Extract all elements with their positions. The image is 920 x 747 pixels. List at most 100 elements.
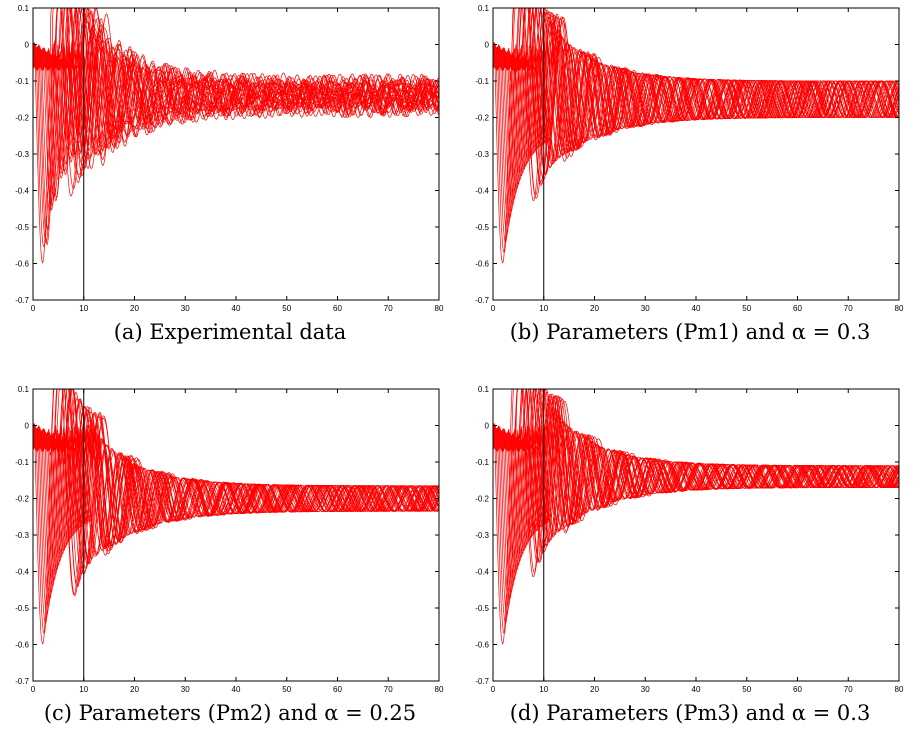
- chart-panel-c: 0.1 0 -0.1 -0.2 -0.3 -0.4 -0.5 -0.6 -0.7 0 10 20 30 4…: [0, 381, 460, 747]
- chart-b-plot: 0.10-0.1-0.2-0.3-0.4-0.5-0.6-0.70 10 20 30 4…: [475, 4, 904, 313]
- chart-b-series-line: [492, 13, 900, 152]
- chart-c-xtick-label: 0: [31, 685, 36, 694]
- chart-a-series-line: [32, 8, 440, 153]
- chart-b-xtick-label: 70: [844, 304, 853, 313]
- chart-c-series-line: [32, 392, 440, 560]
- chart-b-series-group: [492, 7, 900, 264]
- chart-a-xtick-label: 80: [435, 304, 444, 313]
- chart-c-ytick-label: -0.3: [15, 531, 29, 540]
- chart-a-series-line: [32, 18, 440, 144]
- chart-c-ytick-label: -0.1: [15, 458, 29, 467]
- chart-c-ytick-label: 0: [25, 422, 30, 431]
- chart-c-xtick-label: 30: [181, 685, 190, 694]
- chart-b-xtick-label: 50: [742, 304, 751, 313]
- chart-c-xtick-label: 80: [435, 685, 444, 694]
- chart-b-xtick-label: 20: [590, 304, 599, 313]
- chart-d-ytick-label: 0.1: [478, 385, 490, 394]
- chart-a-xtick-label: 0: [31, 304, 36, 313]
- chart-c-ytick-label: -0.5: [15, 604, 29, 613]
- chart-c-xtick-label: 70: [384, 685, 393, 694]
- chart-d-series-line: [492, 394, 900, 533]
- chart-a-xtick-label: 40: [232, 304, 241, 313]
- chart-a-series-line: [32, 7, 440, 153]
- chart-d-ytick-label: -0.2: [475, 495, 489, 504]
- chart-b-caption: (b) Parameters (Pm1) and α = 0.3: [509, 320, 871, 344]
- chart-a-ytick-label: -0.2: [15, 114, 29, 123]
- chart-d-xtick-label: 30: [641, 685, 650, 694]
- chart-b-series-line: [492, 9, 900, 156]
- chart-panel-d: 0.1 0 -0.1 -0.2 -0.3 -0.4 -0.5 -0.6 -0.7 0 10 20 30 4…: [460, 381, 920, 747]
- chart-b-ytick-label: -0.1: [475, 77, 489, 86]
- chart-c-series-line: [32, 411, 440, 545]
- chart-a-xtick-label: 70: [384, 304, 393, 313]
- chart-b-series-line: [492, 16, 900, 150]
- chart-b-ytick-label: 0: [485, 41, 490, 50]
- chart-d-series-line: [492, 400, 900, 522]
- chart-d-xtick-label: 60: [793, 685, 802, 694]
- chart-a-ytick-label: 0: [25, 41, 30, 50]
- chart-a-ytick-label: 0.1: [18, 4, 30, 13]
- chart-d-xtick-label: 70: [844, 685, 853, 694]
- chart-a-xtick-label: 30: [181, 304, 190, 313]
- chart-a-series-line: [32, 7, 440, 176]
- chart-c-plot: 0.10-0.1-0.2-0.3-0.4-0.5-0.6-0.70 10 20 30 4…: [15, 385, 444, 694]
- chart-a-series-line: [32, 18, 440, 147]
- chart-d-caption: (d) Parameters (Pm3) and α = 0.3: [509, 701, 871, 725]
- chart-a-series-line: [32, 19, 440, 155]
- chart-a-series-group: [32, 7, 440, 264]
- chart-c-series-line: [32, 415, 440, 544]
- chart-b-series-line: [492, 14, 900, 152]
- chart-b-ytick-label: -0.3: [475, 150, 489, 159]
- chart-b-ytick-label: -0.7: [475, 296, 489, 305]
- chart-b-xtick-label: 60: [793, 304, 802, 313]
- chart-c-caption: (c) Parameters (Pm2) and α = 0.25: [43, 701, 417, 725]
- chart-d-ytick-label: -0.5: [475, 604, 489, 613]
- chart-d-plot: 0.10-0.1-0.2-0.3-0.4-0.5-0.6-0.70 10 20 30 4…: [475, 385, 904, 694]
- chart-d-series-line: [492, 396, 900, 526]
- chart-panel-a: 0.1 0 -0.1 -0.2 -0.3 -0.4 -0.5 -0.6 -0.7 0 10 20 30 4…: [0, 0, 460, 366]
- chart-b-xtick-label: 40: [692, 304, 701, 313]
- chart-d-ytick-label: -0.4: [475, 568, 489, 577]
- chart-a-ytick-label: -0.7: [15, 296, 29, 305]
- chart-a-ytick-label: -0.4: [15, 187, 29, 196]
- chart-b-xtick-label: 30: [641, 304, 650, 313]
- chart-c-series-line: [32, 413, 440, 545]
- chart-c-ytick-label: -0.4: [15, 568, 29, 577]
- chart-panel-b: 0.1 0 -0.1 -0.2 -0.3 -0.4 -0.5 -0.6 -0.7 0 10 20 30 4…: [460, 0, 920, 366]
- chart-a-series-line: [32, 13, 440, 151]
- chart-b-ytick-label: -0.2: [475, 114, 489, 123]
- chart-a-series-line: [32, 7, 439, 175]
- chart-b-ytick-label: -0.5: [475, 223, 489, 232]
- chart-d-series-line: [492, 398, 900, 523]
- chart-c-ytick-label: -0.7: [15, 677, 29, 686]
- chart-d-xtick-label: 80: [895, 685, 904, 694]
- chart-c-xtick-label: 10: [79, 685, 88, 694]
- chart-d-ytick-label: 0: [485, 422, 490, 431]
- chart-d-xtick-label: 0: [491, 685, 496, 694]
- chart-b-series-line: [492, 15, 900, 152]
- chart-a-xtick-label: 50: [282, 304, 291, 313]
- chart-c-series-line: [32, 411, 440, 547]
- chart-d-series-line: [492, 388, 900, 537]
- chart-a-ytick-label: -0.3: [15, 150, 29, 159]
- chart-a-caption: (a) Experimental data: [113, 320, 347, 344]
- chart-d-xtick-label: 20: [590, 685, 599, 694]
- chart-a-xtick-label: 20: [130, 304, 139, 313]
- chart-c-ytick-label: 0.1: [18, 385, 30, 394]
- chart-d-series-line: [492, 396, 900, 529]
- chart-d-series-line: [492, 395, 900, 528]
- chart-c-ytick-label: -0.6: [15, 641, 29, 650]
- chart-a-xtick-label: 10: [79, 304, 88, 313]
- chart-a-xtick-label: 60: [333, 304, 342, 313]
- chart-b-series-line: [492, 16, 900, 150]
- chart-d-ytick-label: -0.1: [475, 458, 489, 467]
- chart-a-series-line: [32, 7, 440, 264]
- chart-d-xtick-label: 40: [692, 685, 701, 694]
- chart-b-ytick-label: -0.6: [475, 260, 489, 269]
- chart-c-series-group: [32, 388, 440, 645]
- chart-c-series-line: [32, 412, 440, 546]
- chart-d-xtick-label: 50: [742, 685, 751, 694]
- chart-a-ytick-label: -0.6: [15, 260, 29, 269]
- chart-d-series-group: [492, 388, 900, 645]
- chart-b-xtick-label: 0: [491, 304, 496, 313]
